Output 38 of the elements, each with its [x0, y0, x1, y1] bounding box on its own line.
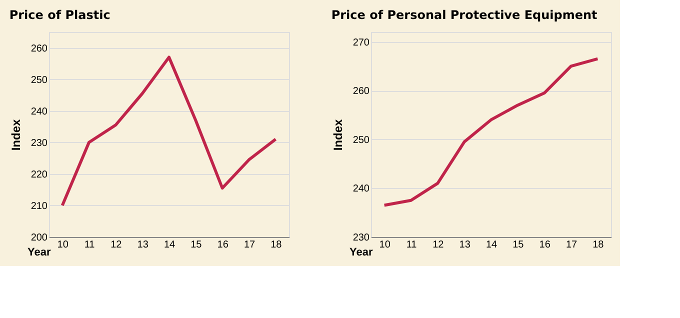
- y-tick-label: 230: [352, 232, 370, 244]
- x-tick-label: 13: [137, 240, 149, 250]
- x-tick-label: 11: [406, 240, 418, 250]
- x-tick-label: 17: [244, 240, 256, 250]
- y-tick-label: 230: [30, 138, 48, 149]
- x-axis-title: Year: [28, 246, 52, 258]
- x-tick-label: 16: [539, 240, 551, 250]
- x-tick-label: 12: [432, 240, 444, 250]
- y-tick-label: 240: [352, 184, 370, 195]
- x-tick-label: 10: [57, 240, 69, 250]
- y-tick-label: 240: [30, 106, 48, 118]
- line-series: [60, 56, 278, 207]
- x-tick-label: 17: [566, 240, 578, 250]
- x-tick-label: 13: [459, 240, 471, 250]
- x-tick-label: 14: [164, 240, 176, 250]
- y-axis-title: Index: [8, 119, 23, 151]
- y-tick-label: 250: [30, 74, 48, 86]
- x-tick-label: 18: [270, 240, 282, 250]
- y-tick-label: 210: [30, 200, 48, 212]
- x-axis-title: Year: [350, 246, 374, 258]
- y-tick-label: 260: [352, 86, 370, 98]
- x-tick-label: 15: [190, 240, 202, 250]
- x-tick-label: 16: [217, 240, 229, 250]
- chart-title: Price of Personal Protective Equipment: [331, 8, 598, 22]
- y-axis-title: Index: [330, 119, 345, 151]
- y-tick-label: 270: [352, 37, 370, 48]
- y-tick-label: 220: [30, 169, 48, 180]
- chart-title: Price of Plastic: [9, 8, 110, 22]
- x-tick-label: 18: [592, 240, 604, 250]
- y-tick-label: 200: [30, 232, 48, 244]
- line-series: [382, 57, 600, 207]
- x-tick-label: 11: [84, 240, 96, 250]
- x-tick-label: 15: [512, 240, 524, 250]
- y-tick-label: 250: [352, 134, 370, 146]
- x-tick-label: 10: [379, 240, 391, 250]
- y-tick-label: 260: [30, 43, 48, 54]
- x-tick-label: 12: [110, 240, 122, 250]
- x-tick-label: 14: [486, 240, 498, 250]
